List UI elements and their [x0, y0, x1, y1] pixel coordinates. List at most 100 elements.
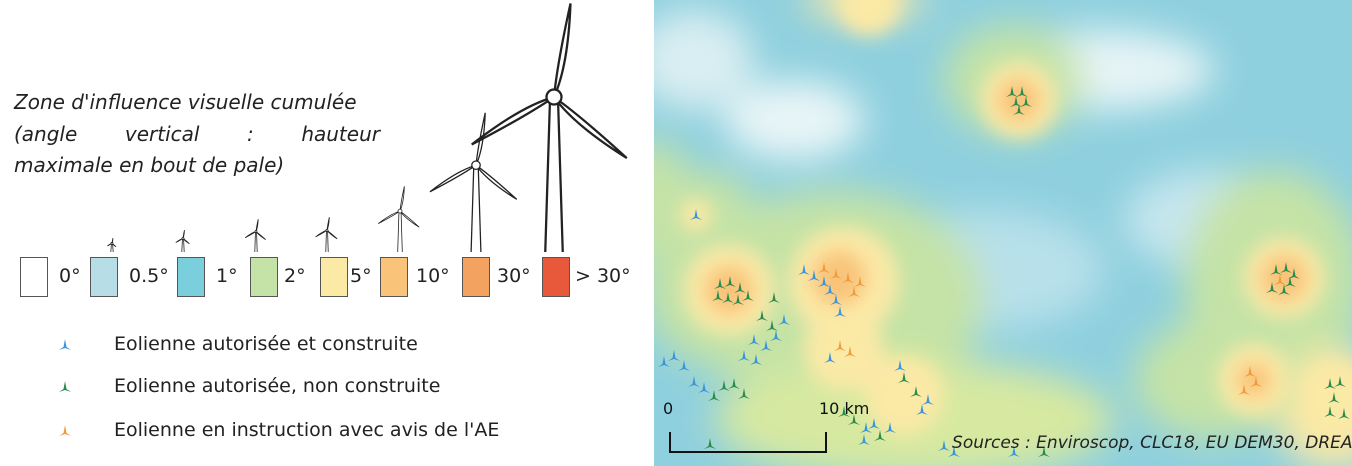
- legend-title-word: vertical: [124, 122, 200, 146]
- class-swatch: [90, 257, 118, 297]
- wind-turbine-marker[interactable]: [748, 334, 760, 345]
- wind-turbine-marker[interactable]: [938, 440, 950, 451]
- wind-turbine-marker[interactable]: [884, 422, 896, 433]
- wind-turbine-marker[interactable]: [750, 354, 762, 365]
- wind-turbine-marker[interactable]: [724, 276, 736, 287]
- wind-turbine-marker[interactable]: [798, 264, 810, 275]
- wind-turbine-marker[interactable]: [874, 430, 886, 441]
- wind-turbine-marker[interactable]: [854, 276, 866, 287]
- class-swatch: [542, 257, 570, 297]
- wind-turbine-marker[interactable]: [844, 346, 856, 357]
- wind-turbine-marker[interactable]: [778, 314, 790, 325]
- scale-bar: [669, 432, 827, 453]
- wind-turbine-marker[interactable]: [1008, 446, 1020, 457]
- wind-turbine-marker[interactable]: [698, 382, 710, 393]
- wind-turbine-marker[interactable]: [688, 376, 700, 387]
- wind-turbine-marker[interactable]: [1250, 376, 1262, 387]
- wind-turbine-marker[interactable]: [742, 290, 754, 301]
- wind-turbine-marker[interactable]: [922, 394, 934, 405]
- wind-turbine-marker[interactable]: [910, 386, 922, 397]
- class-label: 0°: [59, 265, 81, 287]
- scale-end-label: 10 km: [819, 399, 870, 418]
- wind-turbine-marker[interactable]: [1288, 268, 1300, 279]
- wind-turbine-marker[interactable]: [830, 294, 842, 305]
- terrain-visibility-map[interactable]: [654, 0, 1352, 466]
- wind-turbine-marker[interactable]: [808, 270, 820, 281]
- wind-turbine-marker[interactable]: [948, 446, 960, 457]
- wind-turbine-icon: [315, 217, 338, 253]
- wind-turbine-marker[interactable]: [760, 340, 772, 351]
- wind-turbine-marker[interactable]: [770, 330, 782, 341]
- wind-turbine-marker[interactable]: [818, 276, 830, 287]
- wind-turbine-marker[interactable]: [834, 340, 846, 351]
- wind-turbine-marker[interactable]: [738, 388, 750, 399]
- class-swatch: [320, 257, 348, 297]
- wind-turbine-marker[interactable]: [1016, 86, 1028, 97]
- wind-turbine-marker[interactable]: [728, 378, 740, 389]
- wind-turbine-marker[interactable]: [1020, 96, 1032, 107]
- map-view[interactable]: 0 10 km Sources : Enviroscop, CLC18, EU …: [654, 0, 1352, 466]
- map-legend: Zone d'influence visuelle cumulée (angle…: [0, 0, 650, 466]
- wind-turbine-marker[interactable]: [732, 294, 744, 305]
- wind-turbine-marker[interactable]: [894, 360, 906, 371]
- wind-turbine-marker[interactable]: [738, 350, 750, 361]
- wind-turbine-marker[interactable]: [1278, 284, 1290, 295]
- marker-label: Eolienne en instruction avec avis de l'A…: [114, 419, 500, 441]
- wind-turbine-marker[interactable]: [1038, 446, 1050, 457]
- wind-turbine-marker[interactable]: [1338, 408, 1350, 419]
- wind-turbine-marker[interactable]: [842, 272, 854, 283]
- legend-title-word: hauteur: [301, 122, 380, 146]
- wind-turbine-marker[interactable]: [824, 352, 836, 363]
- wind-turbine-marker[interactable]: [1274, 274, 1286, 285]
- wind-turbine-marker[interactable]: [824, 284, 836, 295]
- wind-turbine-marker[interactable]: [722, 292, 734, 303]
- wind-turbine-marker[interactable]: [1006, 86, 1018, 97]
- wind-turbine-marker[interactable]: [1244, 366, 1256, 377]
- wind-turbine-marker[interactable]: [690, 209, 702, 220]
- class-swatch: [380, 257, 408, 297]
- wind-turbine-marker[interactable]: [768, 292, 780, 303]
- wind-turbine-marker[interactable]: [898, 372, 910, 383]
- wind-turbine-marker[interactable]: [830, 268, 842, 279]
- wind-turbine-marker[interactable]: [868, 418, 880, 429]
- wind-turbine-marker[interactable]: [848, 286, 860, 297]
- wind-turbine-marker[interactable]: [916, 404, 928, 415]
- marker-symbol: [58, 374, 72, 400]
- wind-turbine-marker[interactable]: [756, 310, 768, 321]
- wind-turbine-marker[interactable]: [1266, 282, 1278, 293]
- wind-turbine-marker[interactable]: [848, 414, 860, 425]
- wind-turbine-marker[interactable]: [1013, 104, 1025, 115]
- wind-turbine-marker[interactable]: [708, 390, 720, 401]
- wind-turbine-icon: [107, 237, 117, 253]
- wind-turbine-marker[interactable]: [1328, 392, 1340, 403]
- class-label: 0.5°: [129, 265, 169, 287]
- wind-turbine-icon: [175, 230, 190, 253]
- wind-turbine-marker[interactable]: [834, 306, 846, 317]
- wind-turbine-marker[interactable]: [734, 282, 746, 293]
- wind-turbine-marker[interactable]: [1324, 378, 1336, 389]
- wind-turbine-marker[interactable]: [1010, 96, 1022, 107]
- wind-turbine-marker[interactable]: [714, 278, 726, 289]
- wind-turbine-marker[interactable]: [838, 406, 850, 417]
- wind-turbine-marker[interactable]: [818, 262, 830, 273]
- wind-turbine-marker[interactable]: [1284, 276, 1296, 287]
- wind-turbine-marker[interactable]: [668, 350, 680, 361]
- legend-title-word: (angle: [14, 122, 78, 146]
- wind-turbine-marker[interactable]: [1334, 376, 1346, 387]
- scale-start-label: 0: [663, 399, 674, 418]
- wind-turbine-marker[interactable]: [1324, 406, 1336, 417]
- wind-turbine-marker[interactable]: [704, 438, 716, 449]
- wind-turbine-marker[interactable]: [1238, 384, 1250, 395]
- class-label: 5°: [350, 265, 372, 287]
- wind-turbine-marker[interactable]: [1270, 264, 1282, 275]
- wind-turbine-marker[interactable]: [1280, 262, 1292, 273]
- wind-turbine-marker[interactable]: [858, 434, 870, 445]
- wind-turbine-marker[interactable]: [658, 356, 670, 367]
- wind-turbine-marker[interactable]: [678, 360, 690, 371]
- wind-turbine-marker[interactable]: [860, 422, 872, 433]
- wind-turbine-marker[interactable]: [712, 290, 724, 301]
- wind-turbine-marker[interactable]: [766, 320, 778, 331]
- wind-turbine-marker[interactable]: [718, 380, 730, 391]
- legend-title-word: :: [247, 122, 254, 146]
- marker-symbol: [58, 418, 72, 444]
